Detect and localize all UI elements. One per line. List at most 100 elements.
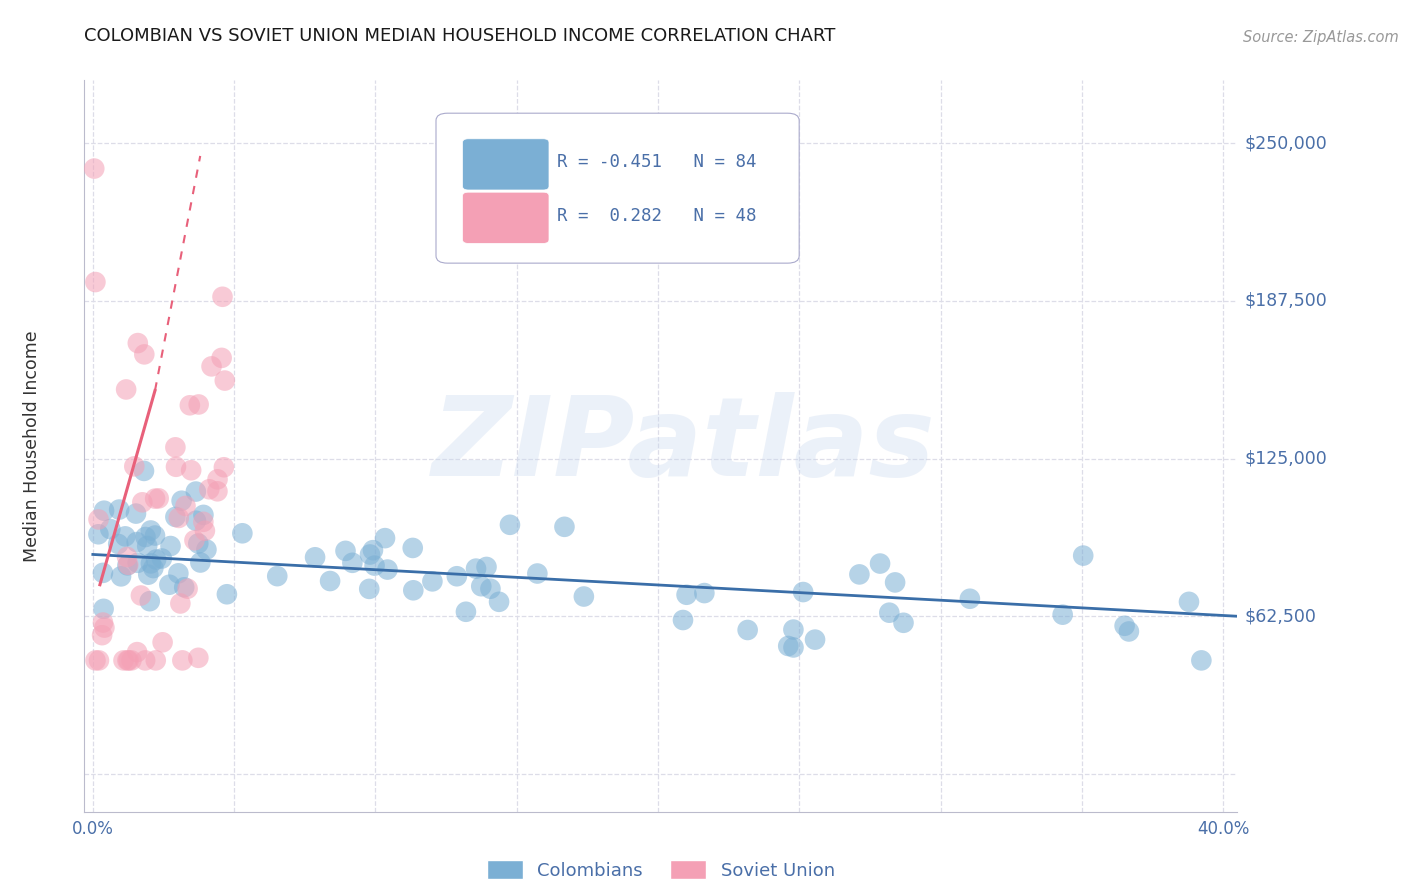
Point: [374, 531, 396, 545]
Point: [553, 520, 575, 534]
Point: [402, 583, 425, 598]
Text: R = -0.451   N = 84: R = -0.451 N = 84: [557, 153, 756, 171]
Point: [342, 556, 364, 570]
Point: [1114, 619, 1136, 633]
Point: [187, 650, 209, 665]
Point: [672, 613, 695, 627]
Point: [93, 602, 115, 616]
Point: [152, 635, 174, 649]
Point: [782, 640, 804, 655]
Point: [112, 653, 135, 667]
Point: [792, 585, 814, 599]
Point: [115, 549, 138, 564]
Point: [200, 359, 222, 374]
Point: [91, 615, 114, 630]
Point: [184, 484, 207, 499]
Point: [359, 548, 381, 562]
Point: [187, 536, 209, 550]
Point: [134, 347, 156, 361]
Point: [693, 586, 716, 600]
Point: [176, 582, 198, 596]
Point: [778, 639, 800, 653]
Text: COLOMBIAN VS SOVIET UNION MEDIAN HOUSEHOLD INCOME CORRELATION CHART: COLOMBIAN VS SOVIET UNION MEDIAN HOUSEHO…: [84, 27, 835, 45]
Point: [879, 606, 901, 620]
Point: [361, 543, 384, 558]
Point: [335, 544, 357, 558]
Point: [98, 522, 121, 536]
Point: [737, 623, 759, 637]
Text: Source: ZipAtlas.com: Source: ZipAtlas.com: [1243, 29, 1399, 45]
Point: [1118, 624, 1140, 639]
Point: [124, 459, 146, 474]
Point: [207, 484, 229, 499]
Point: [488, 595, 510, 609]
Point: [107, 537, 129, 551]
Point: [115, 383, 138, 397]
Point: [129, 589, 152, 603]
Point: [215, 587, 238, 601]
Point: [87, 527, 110, 541]
Point: [165, 509, 187, 524]
Point: [422, 574, 444, 589]
Point: [108, 502, 131, 516]
FancyBboxPatch shape: [463, 192, 548, 244]
Point: [167, 511, 190, 525]
Point: [127, 556, 149, 570]
Text: $62,500: $62,500: [1244, 607, 1316, 625]
Point: [139, 594, 162, 608]
Point: [120, 653, 142, 667]
Point: [266, 569, 288, 583]
Point: [475, 560, 498, 574]
Point: [134, 530, 156, 544]
Point: [848, 567, 870, 582]
Point: [148, 491, 170, 506]
Point: [139, 557, 162, 571]
Point: [174, 499, 197, 513]
Point: [183, 533, 205, 548]
Point: [184, 514, 207, 528]
Point: [1071, 549, 1094, 563]
Point: [132, 464, 155, 478]
Point: [83, 161, 105, 176]
Point: [93, 621, 115, 635]
Point: [211, 290, 233, 304]
Point: [179, 398, 201, 412]
Point: [195, 542, 218, 557]
Point: [91, 566, 114, 580]
Text: $125,000: $125,000: [1244, 450, 1327, 467]
Point: [214, 374, 236, 388]
Point: [446, 569, 468, 583]
Point: [127, 645, 149, 659]
Point: [675, 588, 697, 602]
Legend: Colombians, Soviet Union: Colombians, Soviet Union: [479, 853, 842, 887]
Text: Median Household Income: Median Household Income: [24, 330, 42, 562]
Point: [165, 459, 187, 474]
Point: [114, 529, 136, 543]
Point: [194, 524, 217, 538]
Point: [377, 563, 399, 577]
Point: [363, 558, 385, 573]
Point: [142, 561, 165, 575]
Point: [180, 463, 202, 477]
Point: [454, 605, 477, 619]
Point: [782, 623, 804, 637]
Point: [1189, 653, 1212, 667]
Point: [136, 539, 159, 553]
Point: [139, 524, 162, 538]
Point: [804, 632, 827, 647]
Point: [167, 566, 190, 581]
Text: $187,500: $187,500: [1244, 292, 1327, 310]
Point: [173, 580, 195, 594]
Point: [145, 552, 167, 566]
Point: [117, 653, 139, 667]
Point: [91, 628, 114, 642]
Text: ZIPatlas: ZIPatlas: [432, 392, 936, 500]
Point: [402, 541, 425, 555]
Point: [157, 578, 180, 592]
Point: [207, 472, 229, 486]
Point: [159, 539, 181, 553]
Point: [93, 504, 115, 518]
FancyBboxPatch shape: [436, 113, 799, 263]
Point: [499, 517, 522, 532]
Point: [165, 440, 187, 454]
